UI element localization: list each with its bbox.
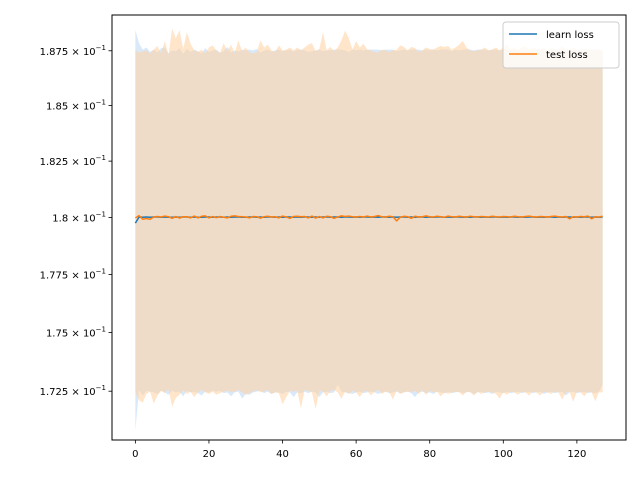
y-tick-label: 1.85 × 10−1 — [46, 99, 106, 113]
x-tick-label: 80 — [423, 449, 436, 460]
x-tick-label: 40 — [276, 449, 289, 460]
x-tick-label: 0 — [132, 449, 138, 460]
y-tick-label: 1.75 × 10−1 — [46, 325, 106, 339]
std-bands — [135, 28, 603, 431]
learn-loss-legend-label: learn loss — [546, 30, 594, 41]
series-lines — [134, 214, 603, 224]
test-loss-std-band — [135, 28, 603, 409]
y-tick-label: 1.775 × 10−1 — [40, 268, 106, 282]
test-loss-legend-label: test loss — [546, 50, 588, 61]
x-tick-label: 120 — [567, 449, 586, 460]
x-tick-label: 60 — [350, 449, 363, 460]
plot-frame — [111, 14, 627, 441]
y-tick-label: 1.725 × 10−1 — [40, 384, 106, 398]
y-tick-label: 1.875 × 10−1 — [40, 44, 106, 58]
y-tick-label: 1.825 × 10−1 — [40, 154, 106, 168]
test-loss-line — [134, 214, 603, 222]
y-tick-label: 1.8 × 10−1 — [52, 210, 106, 224]
x-tick-label: 100 — [494, 449, 513, 460]
legend-box — [502, 21, 620, 69]
axis-ticks: 0 20 40 60 80 100 120 1.725 × 10−1 1.75 × 10−1 1.… — [40, 44, 587, 460]
legend: learn loss test loss — [502, 21, 620, 69]
x-tick-label: 20 — [203, 449, 216, 460]
